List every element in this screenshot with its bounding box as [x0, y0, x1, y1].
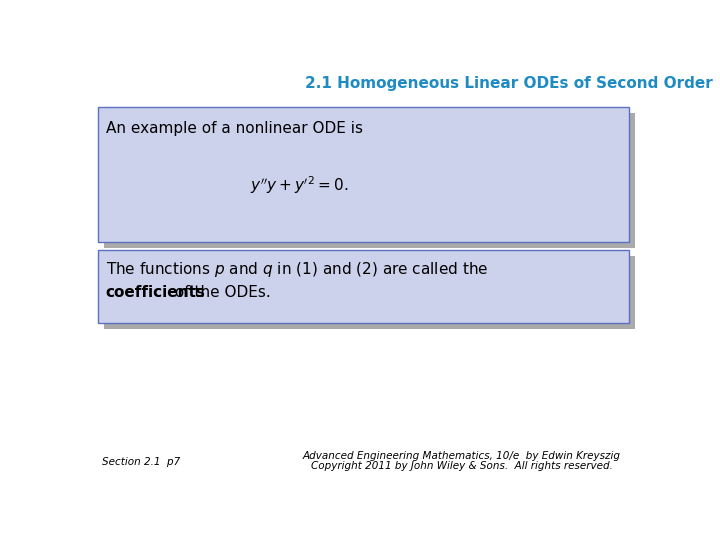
Text: The functions $p$ and $q$ in (1) and (2) are called the: The functions $p$ and $q$ in (1) and (2)…	[106, 260, 488, 279]
Text: Advanced Engineering Mathematics, 10/e  by Edwin Kreyszig: Advanced Engineering Mathematics, 10/e b…	[303, 450, 621, 461]
FancyBboxPatch shape	[104, 113, 635, 248]
Text: 2.1 Homogeneous Linear ODEs of Second Order: 2.1 Homogeneous Linear ODEs of Second Or…	[305, 76, 712, 91]
Text: $y''y + y'^{2} = 0.$: $y''y + y'^{2} = 0.$	[251, 174, 348, 196]
Text: coefficients: coefficients	[106, 285, 205, 300]
Text: Section 2.1  p7: Section 2.1 p7	[102, 457, 180, 467]
FancyBboxPatch shape	[98, 107, 629, 242]
Text: Copyright 2011 by John Wiley & Sons.  All rights reserved.: Copyright 2011 by John Wiley & Sons. All…	[311, 461, 613, 471]
FancyBboxPatch shape	[104, 256, 635, 329]
FancyBboxPatch shape	[98, 249, 629, 323]
Text: of the ODEs.: of the ODEs.	[170, 285, 271, 300]
Text: An example of a nonlinear ODE is: An example of a nonlinear ODE is	[106, 121, 362, 136]
